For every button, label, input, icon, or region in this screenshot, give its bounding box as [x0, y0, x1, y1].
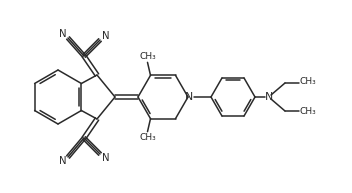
Text: N: N: [102, 31, 110, 41]
Text: CH₃: CH₃: [139, 52, 156, 61]
Text: CH₃: CH₃: [139, 133, 156, 142]
Text: N: N: [185, 92, 193, 102]
Text: N: N: [59, 156, 67, 166]
Text: N: N: [265, 92, 273, 102]
Text: N: N: [102, 153, 110, 163]
Text: N: N: [59, 29, 67, 39]
Text: CH₃: CH₃: [300, 108, 316, 117]
Text: CH₃: CH₃: [300, 78, 316, 86]
